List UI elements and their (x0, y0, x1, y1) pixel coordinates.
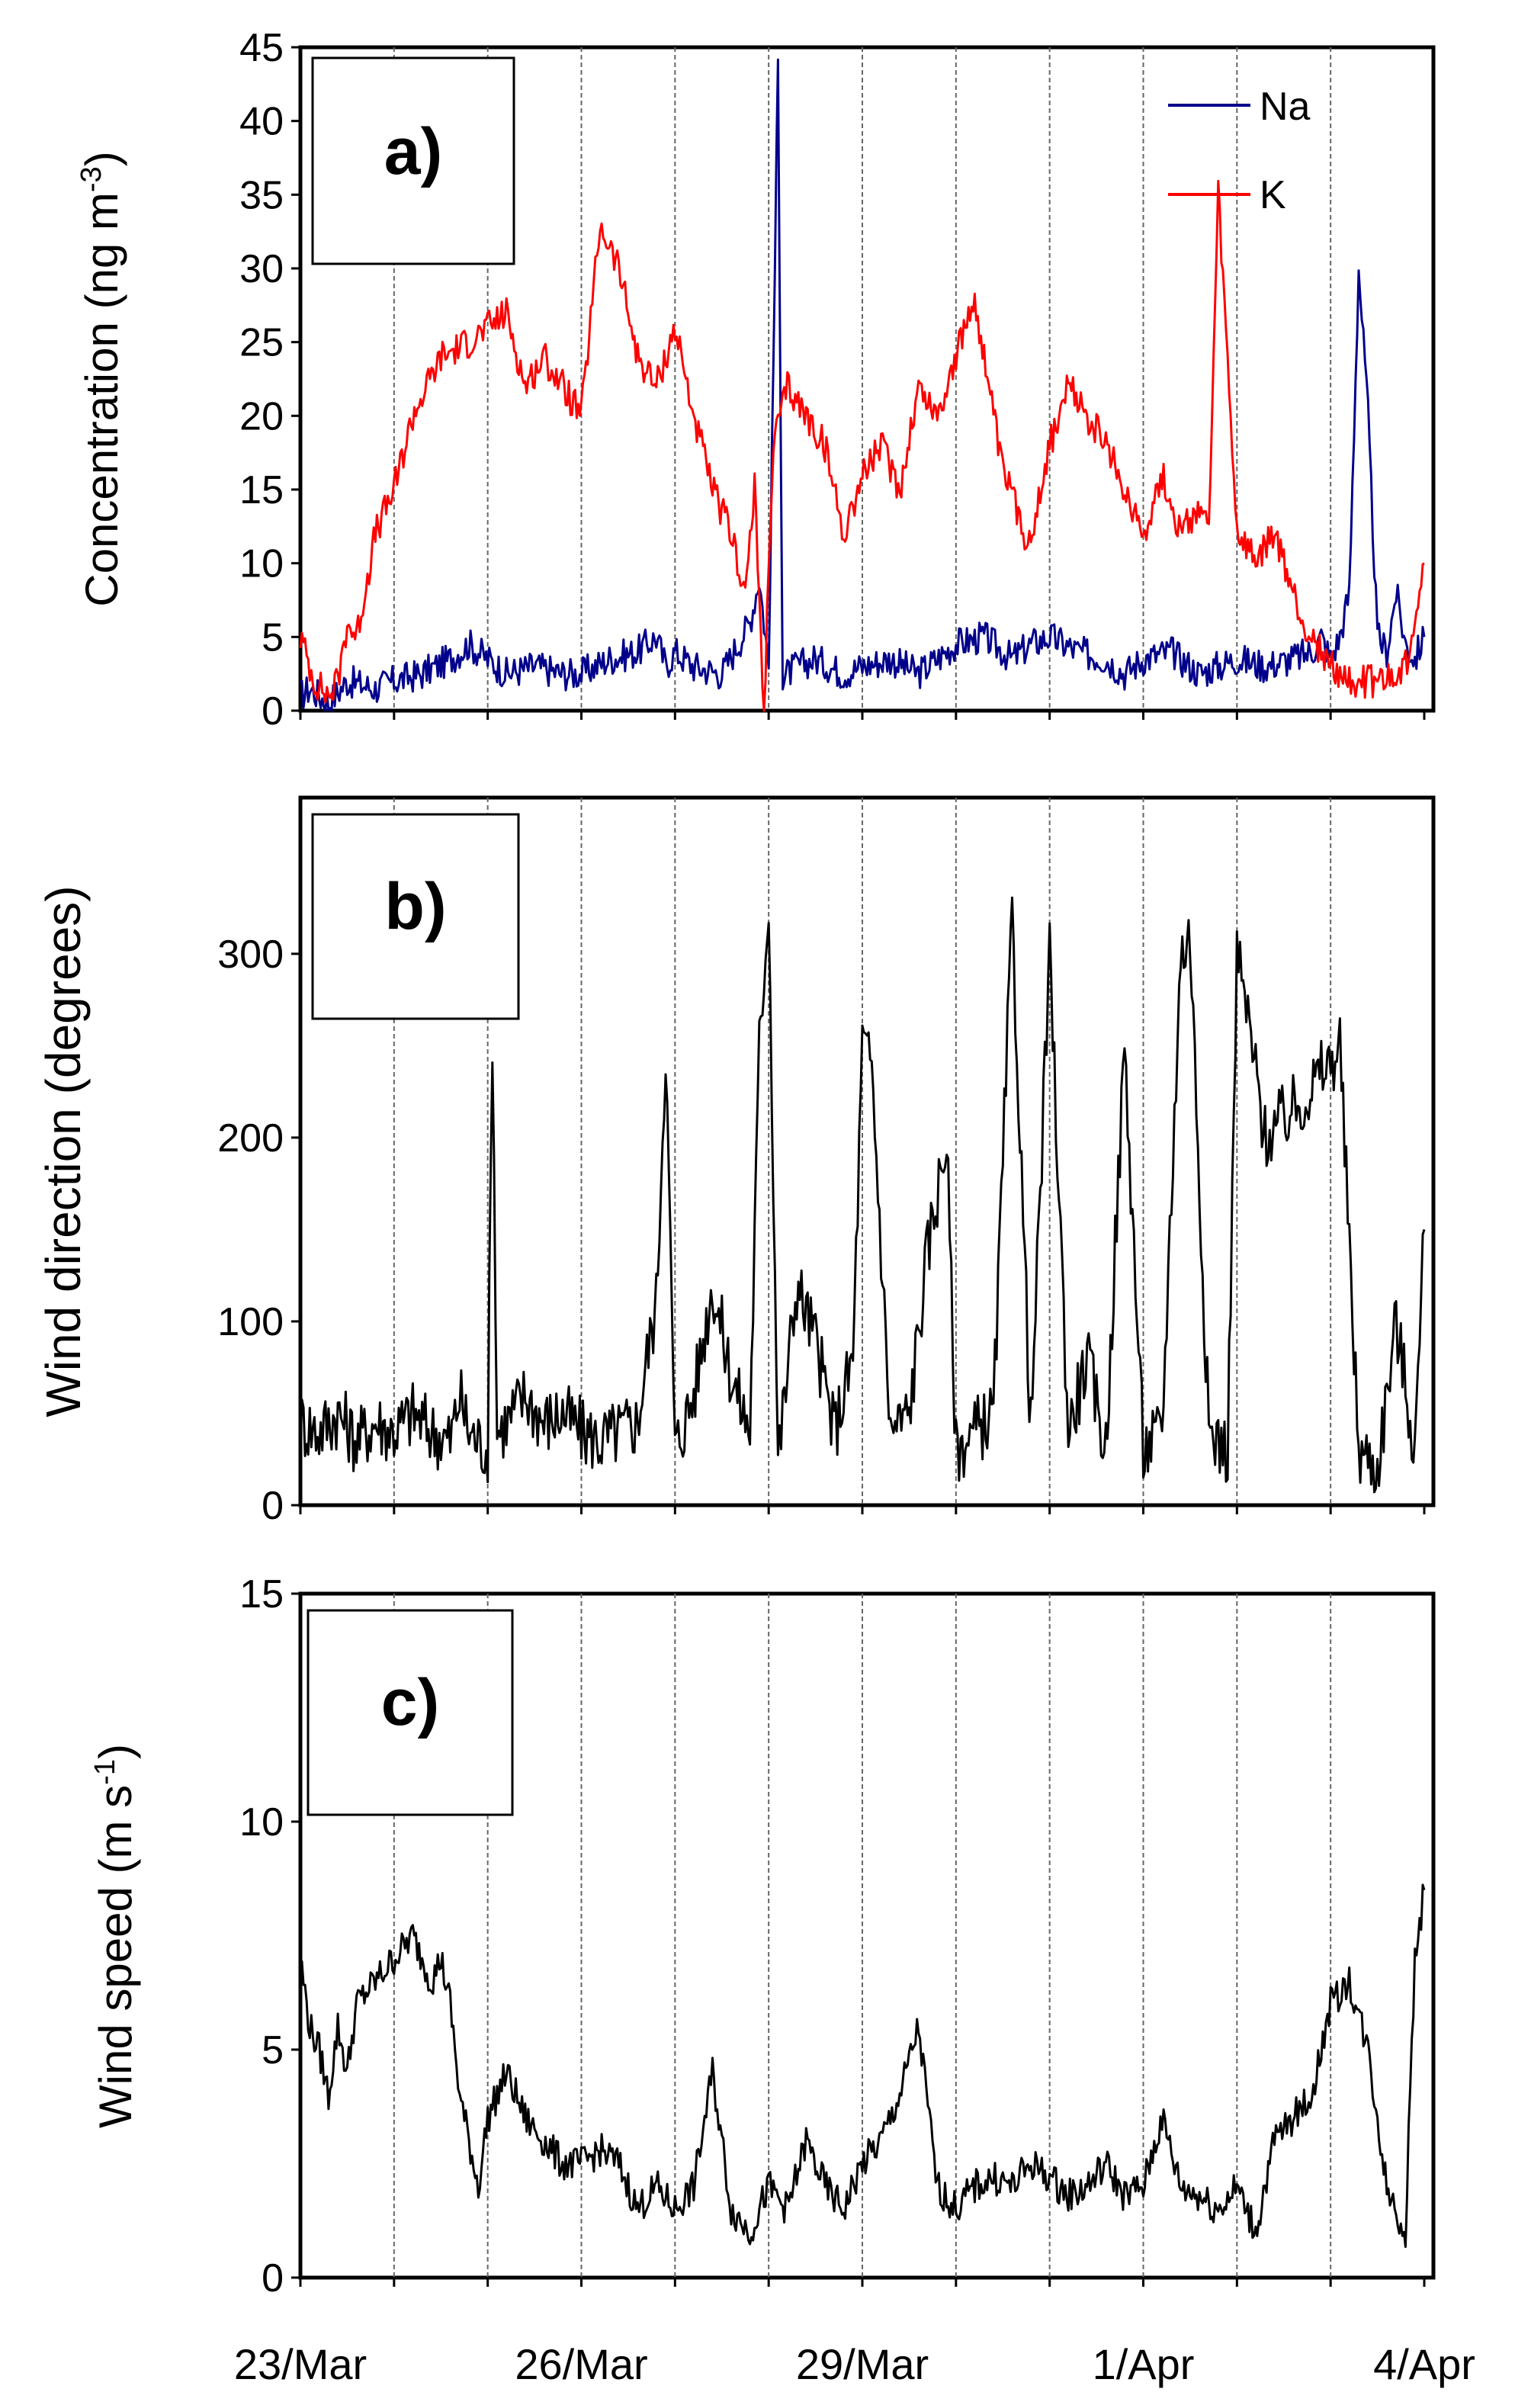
panel-b-y-axis-label: Wind direction (degrees) (36, 885, 91, 1417)
series-line-wind-direction (299, 896, 1426, 1494)
panel-b-series (299, 896, 1426, 1494)
panel-c-wind-speed: 0 5 10 15 c) Wind speed (m s-1) 23/Mar 26/Ma… (89, 1572, 1475, 2388)
panel-c-x-ticks (299, 2278, 1426, 2287)
panel-b-wind-direction: 0 100 200 300 b) Wind direction (degrees) (36, 795, 1436, 1528)
panel-b-label-box (311, 813, 520, 1020)
y-tick-label: 5 (262, 615, 284, 660)
y-tick-label: 15 (239, 1572, 284, 1617)
y-tick-label: 30 (239, 247, 284, 291)
panel-a-label-box (311, 56, 515, 265)
series-line-wind-speed (299, 1883, 1426, 2249)
panel-a-label: a) (384, 115, 442, 188)
series-line-na (299, 58, 1426, 712)
panel-b-plot-frame (298, 795, 1436, 1507)
series-line-k (299, 179, 1425, 712)
panel-c-label-box (307, 1609, 514, 1816)
panel-a-gridlines (393, 47, 1332, 711)
panel-c-series (299, 1883, 1426, 2249)
y-tick-label: 300 (217, 933, 284, 977)
y-tick-label: 0 (262, 1484, 284, 1528)
y-tick-label: 35 (239, 173, 284, 217)
x-tick-label: 26/Mar (515, 2340, 647, 2388)
panel-a-y-ticks: 0 5 10 15 20 25 30 35 40 45 (239, 26, 300, 734)
panel-a-legend: Na K (1168, 85, 1311, 217)
panel-c-x-tick-labels: 23/Mar 26/Mar 29/Mar 1/Apr 4/Apr (234, 2340, 1475, 2388)
panel-c-y-ticks: 0 5 10 15 (239, 1572, 300, 2300)
panel-b-y-ticks: 0 100 200 300 (217, 933, 300, 1528)
panel-b-label: b) (384, 870, 446, 943)
panel-a-concentration: 0 5 10 15 20 25 30 35 40 45 a) Na K Concentration… (75, 26, 1436, 734)
y-tick-label: 100 (217, 1300, 284, 1344)
y-tick-label: 10 (239, 542, 284, 586)
y-tick-label: 15 (239, 468, 284, 512)
legend-k-label: K (1260, 173, 1286, 217)
y-tick-label: 25 (239, 321, 284, 365)
y-tick-label: 0 (262, 2256, 284, 2300)
x-tick-label: 1/Apr (1093, 2340, 1195, 2388)
panel-c-label: c) (381, 1666, 439, 1739)
y-tick-label: 0 (262, 689, 284, 734)
panel-b-gridlines (393, 798, 1332, 1505)
y-tick-label: 10 (239, 1800, 284, 1845)
y-tick-label: 45 (239, 26, 284, 70)
y-tick-label: 200 (217, 1116, 284, 1161)
panel-c-y-axis-label: Wind speed (m s-1) (89, 1744, 141, 2128)
x-tick-label: 23/Mar (234, 2340, 367, 2388)
y-tick-label: 40 (239, 100, 284, 144)
panel-b-x-ticks (299, 1505, 1426, 1514)
panel-a-series (299, 58, 1426, 712)
panel-c-gridlines (393, 1594, 1332, 2278)
legend-na-label: Na (1260, 85, 1311, 129)
panel-a-x-ticks (299, 711, 1426, 720)
y-tick-label: 20 (239, 394, 284, 438)
x-tick-label: 4/Apr (1373, 2340, 1475, 2388)
panel-c-plot-frame (298, 1591, 1436, 2280)
y-tick-label: 5 (262, 2028, 284, 2072)
x-tick-label: 29/Mar (796, 2340, 929, 2388)
panel-a-y-axis-label: Concentration (ng m-3) (75, 151, 127, 606)
panel-a-plot-frame (298, 45, 1436, 713)
